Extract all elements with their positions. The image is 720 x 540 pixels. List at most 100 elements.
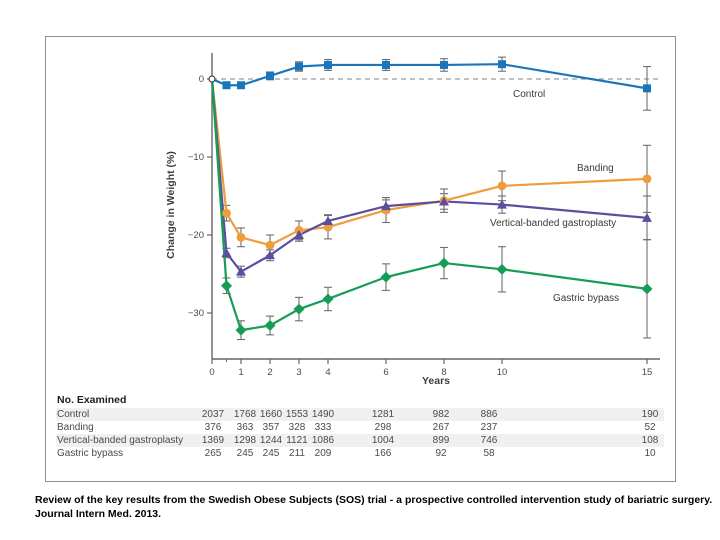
- vertical-banded-gastroplasty-marker: [439, 196, 449, 206]
- figure-frame: 0 −10 −20 −30 0 1 2 3 4 6 8 10 15 Change in Weight (…: [45, 36, 676, 482]
- cell-control-yr4: 1490: [311, 409, 335, 420]
- control-marker: [237, 81, 245, 90]
- vertical-banded-gastroplasty-marker: [381, 201, 391, 211]
- control-marker: [266, 71, 274, 80]
- banding-marker: [236, 232, 246, 242]
- cell-control-yr3: 1553: [285, 409, 309, 420]
- figure-caption: Review of the key results from the Swedi…: [35, 494, 713, 520]
- gastric-bypass-marker: [496, 263, 508, 275]
- chart-canvas: 0 −10 −20 −30 0 1 2 3 4 6 8 10 15: [188, 53, 660, 378]
- gastric-bypass-marker: [438, 257, 450, 269]
- cell-banding-yr1: 363: [236, 422, 254, 433]
- cell-banding-yr15: 52: [644, 422, 656, 433]
- control-marker: [440, 60, 448, 69]
- y-tick-label: −20: [188, 230, 204, 241]
- x-tick-label: 15: [642, 367, 653, 378]
- vertical-banded-gastroplasty-marker: [497, 199, 507, 209]
- weight-change-chart: 0 −10 −20 −30 0 1 2 3 4 6 8 10 15 Change in Weight (…: [46, 37, 675, 481]
- gastric-bypass-marker: [380, 271, 392, 283]
- cell-vertical-banded-gastroplasty-yr4: 1086: [311, 435, 335, 446]
- cell-banding-yr6: 298: [374, 422, 392, 433]
- vertical-banded-gastroplasty-marker: [323, 215, 333, 225]
- cell-control-yr10: 886: [480, 409, 498, 420]
- x-tick-label: 8: [441, 367, 446, 378]
- cell-vertical-banded-gastroplasty-yr0.5: 1369: [201, 435, 225, 446]
- vertical-banded-gastroplasty-line: [210, 78, 648, 273]
- cell-banding-yr0.5: 376: [204, 422, 222, 433]
- cell-control-yr15: 190: [641, 409, 659, 420]
- row-label: Gastric bypass: [57, 448, 124, 459]
- cell-gastric-bypass-yr3: 211: [289, 448, 305, 459]
- cell-vertical-banded-gastroplasty-yr3: 1121: [286, 435, 308, 446]
- cell-gastric-bypass-yr0.5: 265: [204, 448, 222, 459]
- series-label-banding: Banding: [577, 163, 614, 174]
- table-row-control: Control 2037 1768 1660 1553 1490 1281 982 886 190: [56, 408, 664, 421]
- gastric-bypass-marker: [235, 324, 247, 336]
- x-tick-label: 2: [267, 367, 272, 378]
- y-tick-label: 0: [199, 74, 204, 85]
- cell-gastric-bypass-yr8: 92: [435, 448, 447, 459]
- control-line: [211, 63, 648, 90]
- cell-banding-yr10: 237: [480, 422, 498, 433]
- series-label-vertical-banded-gastroplasty: Vertical-banded gastroplasty: [490, 218, 617, 229]
- vertical-banded-gastroplasty-marker: [221, 247, 232, 257]
- control-marker: [222, 81, 231, 90]
- cell-banding-yr3: 328: [288, 422, 306, 433]
- cell-vertical-banded-gastroplasty-yr15: 108: [641, 435, 659, 446]
- gastric-bypass-line: [210, 78, 648, 332]
- y-tick-label: −30: [188, 308, 204, 319]
- banding-marker: [323, 222, 333, 232]
- cell-vertical-banded-gastroplasty-yr10: 746: [480, 435, 498, 446]
- x-tick-label: 4: [325, 367, 330, 378]
- control-marker: [324, 60, 332, 69]
- cell-control-yr2: 1660: [259, 409, 283, 420]
- gastric-bypass-marker: [221, 280, 232, 292]
- x-tick-label: 6: [383, 367, 388, 378]
- cell-gastric-bypass-yr2: 245: [262, 448, 280, 459]
- table-row-gastric-bypass: Gastric bypass 265 245 245 211 209 166 92 58 10: [56, 447, 664, 460]
- banding-marker: [265, 240, 275, 250]
- control-marker: [382, 60, 390, 69]
- table-header: No. Examined: [57, 394, 127, 406]
- cell-control-yr1: 1768: [233, 409, 257, 420]
- no-examined-table: No. Examined Control 2037 1768 1660 1553 1490…: [46, 37, 675, 481]
- control-marker: [498, 60, 506, 69]
- origin-marker: [208, 75, 216, 83]
- x-tick-label: 3: [296, 367, 301, 378]
- cell-gastric-bypass-yr6: 166: [374, 448, 392, 459]
- cell-control-yr0.5: 2037: [201, 409, 225, 420]
- cell-gastric-bypass-yr15: 10: [644, 448, 656, 459]
- vertical-banded-gastroplasty-marker: [294, 230, 304, 239]
- x-tick-label: 0: [209, 367, 214, 378]
- cell-control-yr6: 1281: [371, 409, 395, 420]
- cell-gastric-bypass-yr10: 58: [483, 448, 495, 459]
- cell-vertical-banded-gastroplasty-yr1: 1298: [233, 435, 257, 446]
- control-marker: [643, 84, 651, 93]
- banding-marker: [222, 208, 231, 218]
- series-label-control: Control: [513, 89, 546, 100]
- control-marker: [295, 62, 303, 71]
- x-axis-label: Years: [421, 375, 451, 387]
- cell-gastric-bypass-yr1: 245: [236, 448, 254, 459]
- cell-control-yr8: 982: [432, 409, 450, 420]
- vertical-banded-gastroplasty-marker: [642, 212, 652, 222]
- x-tick-label: 1: [238, 367, 243, 378]
- table-row-vertical-banded-gastroplasty: Vertical-banded gastroplasty 1369 1298 1244…: [56, 434, 664, 447]
- row-label: Banding: [57, 422, 94, 433]
- row-label: Vertical-banded gastroplasty: [57, 435, 184, 446]
- table-row-banding: Banding 376 363 357 328 333 298 267 237 52: [56, 421, 664, 434]
- vertical-banded-gastroplasty-marker: [236, 266, 246, 276]
- cell-banding-yr2: 357: [262, 422, 280, 433]
- cell-vertical-banded-gastroplasty-yr2: 1244: [259, 435, 283, 446]
- gastric-bypass-marker: [641, 283, 653, 295]
- x-tick-label: 10: [497, 367, 508, 378]
- vertical-banded-gastroplasty-marker: [265, 250, 275, 260]
- cell-vertical-banded-gastroplasty-yr8: 899: [432, 435, 450, 446]
- cell-banding-yr4: 333: [314, 422, 332, 433]
- cell-banding-yr8: 267: [432, 422, 450, 433]
- cell-gastric-bypass-yr4: 209: [314, 448, 332, 459]
- gastric-bypass-marker: [322, 293, 334, 305]
- row-label: Control: [57, 409, 90, 420]
- banding-marker: [497, 181, 507, 191]
